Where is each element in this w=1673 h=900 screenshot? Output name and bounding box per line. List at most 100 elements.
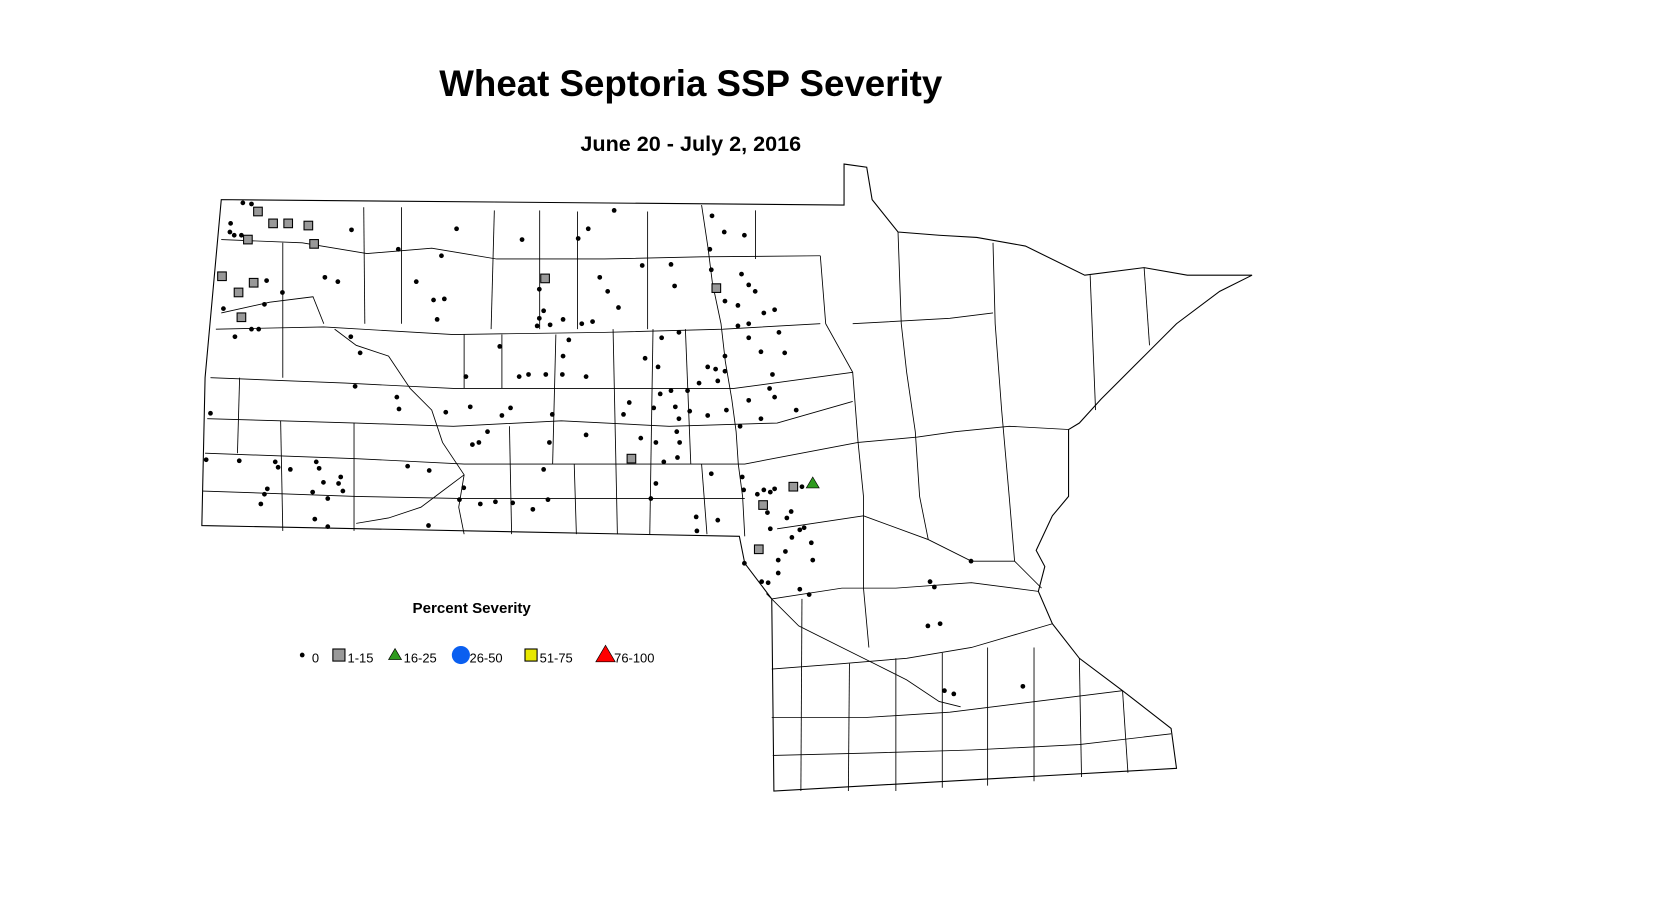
observation-0-dot xyxy=(611,208,617,213)
legend-item: 51-75 xyxy=(524,648,573,666)
observation-0-dot xyxy=(264,486,270,492)
observation-0-dot xyxy=(788,509,794,514)
observation-0-dot xyxy=(782,350,788,356)
observation-0-dot xyxy=(655,364,661,370)
observation-0-dot xyxy=(724,407,729,413)
observation-0-dot xyxy=(454,226,459,232)
observation-0-dot xyxy=(759,579,765,585)
observation-0-dot xyxy=(799,484,805,490)
observation-0-dot xyxy=(638,435,644,441)
observation-0-dot xyxy=(426,468,432,473)
observation-0-dot xyxy=(336,481,341,486)
observation-0-dot xyxy=(746,321,752,327)
observation-0-dot xyxy=(746,282,752,288)
observation-0-dot xyxy=(642,355,648,361)
observation-1-15-square xyxy=(283,218,294,229)
legend-label: 26-50 xyxy=(470,651,503,666)
observation-0-dot xyxy=(677,440,683,445)
observation-0-dot xyxy=(395,246,401,252)
observation-0-dot xyxy=(560,317,566,322)
observation-0-dot xyxy=(431,297,436,303)
observation-0-dot xyxy=(708,267,714,273)
observation-0-dot xyxy=(668,262,674,267)
observation-0-dot xyxy=(405,463,411,469)
legend-symbol-dot xyxy=(299,652,305,658)
map-title: Wheat Septoria SSP Severity xyxy=(439,63,943,104)
observation-0-dot xyxy=(1020,683,1026,689)
observation-0-dot xyxy=(783,549,788,554)
observation-0-dot xyxy=(754,491,760,497)
observation-0-dot xyxy=(559,372,565,377)
observation-0-dot xyxy=(793,407,799,413)
observation-0-dot xyxy=(310,489,316,495)
observation-0-dot xyxy=(931,584,937,590)
observation-0-dot xyxy=(457,497,462,503)
legend: Percent Severity 0 1-15 16-25 26-50 51-75 76-… xyxy=(299,600,654,666)
observation-0-dot xyxy=(508,405,513,411)
observation-0-dot xyxy=(485,429,490,435)
observation-0-dot xyxy=(685,388,690,394)
observation-0-dot xyxy=(772,486,777,492)
observation-0-dot xyxy=(476,440,482,445)
observation-0-dot xyxy=(758,416,764,422)
observation-0-dot xyxy=(280,290,285,295)
observation-1-15-square xyxy=(540,273,550,284)
observation-1-15-square xyxy=(626,453,637,464)
observation-0-dot xyxy=(661,459,667,465)
observation-16-25-triangle xyxy=(805,476,820,489)
observation-0-dot xyxy=(639,263,645,268)
observation-0-dot xyxy=(668,388,674,394)
observation-0-dot xyxy=(439,253,444,259)
observation-0-dot xyxy=(287,467,293,472)
observation-0-dot xyxy=(801,525,807,531)
observation-0-dot xyxy=(742,232,747,238)
observation-0-dot xyxy=(349,227,354,233)
observation-0-dot xyxy=(316,465,322,471)
legend-item: 16-25 xyxy=(388,647,437,666)
observation-points xyxy=(203,200,1026,697)
observation-0-dot xyxy=(585,226,591,232)
observation-0-dot xyxy=(715,517,721,523)
observation-0-dot xyxy=(968,558,974,564)
observation-0-dot xyxy=(262,491,267,497)
observation-0-dot xyxy=(541,308,547,314)
observation-0-dot xyxy=(534,323,540,329)
observation-0-dot xyxy=(789,535,795,540)
observation-0-dot xyxy=(262,301,267,307)
observation-0-dot xyxy=(322,274,328,280)
observation-0-dot xyxy=(741,487,747,493)
observation-0-dot xyxy=(735,323,741,329)
observation-0-dot xyxy=(394,394,400,400)
observation-0-dot xyxy=(583,374,589,379)
observation-0-dot xyxy=(232,334,238,340)
legend-label: 76-100 xyxy=(614,651,654,666)
observation-0-dot xyxy=(325,524,331,529)
legend-symbol-circle xyxy=(451,645,470,665)
observation-0-dot xyxy=(925,623,931,629)
map-subtitle: June 20 - July 2, 2016 xyxy=(580,131,801,156)
observation-0-dot xyxy=(605,288,611,294)
observation-1-15-square xyxy=(248,277,259,288)
observation-0-dot xyxy=(746,397,752,403)
observation-0-dot xyxy=(705,413,711,418)
observation-0-dot xyxy=(335,279,341,285)
observation-1-15-square xyxy=(711,283,722,293)
observation-0-dot xyxy=(810,557,816,563)
legend-symbol-square xyxy=(332,648,346,662)
observation-0-dot xyxy=(547,440,552,445)
observation-0-dot xyxy=(707,246,713,252)
legend-symbol-triangle xyxy=(388,647,403,660)
observation-0-dot xyxy=(396,406,402,412)
observation-0-dot xyxy=(709,213,715,219)
observation-1-15-square xyxy=(217,271,227,282)
legend-symbol-triangle xyxy=(595,644,616,663)
observation-0-dot xyxy=(536,315,542,321)
observation-0-dot xyxy=(765,510,770,515)
observation-0-dot xyxy=(772,307,777,313)
observation-0-dot xyxy=(713,366,718,372)
observation-0-dot xyxy=(547,322,553,328)
observation-0-dot xyxy=(735,303,741,308)
observation-0-dot xyxy=(325,496,331,501)
observation-0-dot xyxy=(616,305,621,310)
legend-title: Percent Severity xyxy=(413,600,532,617)
